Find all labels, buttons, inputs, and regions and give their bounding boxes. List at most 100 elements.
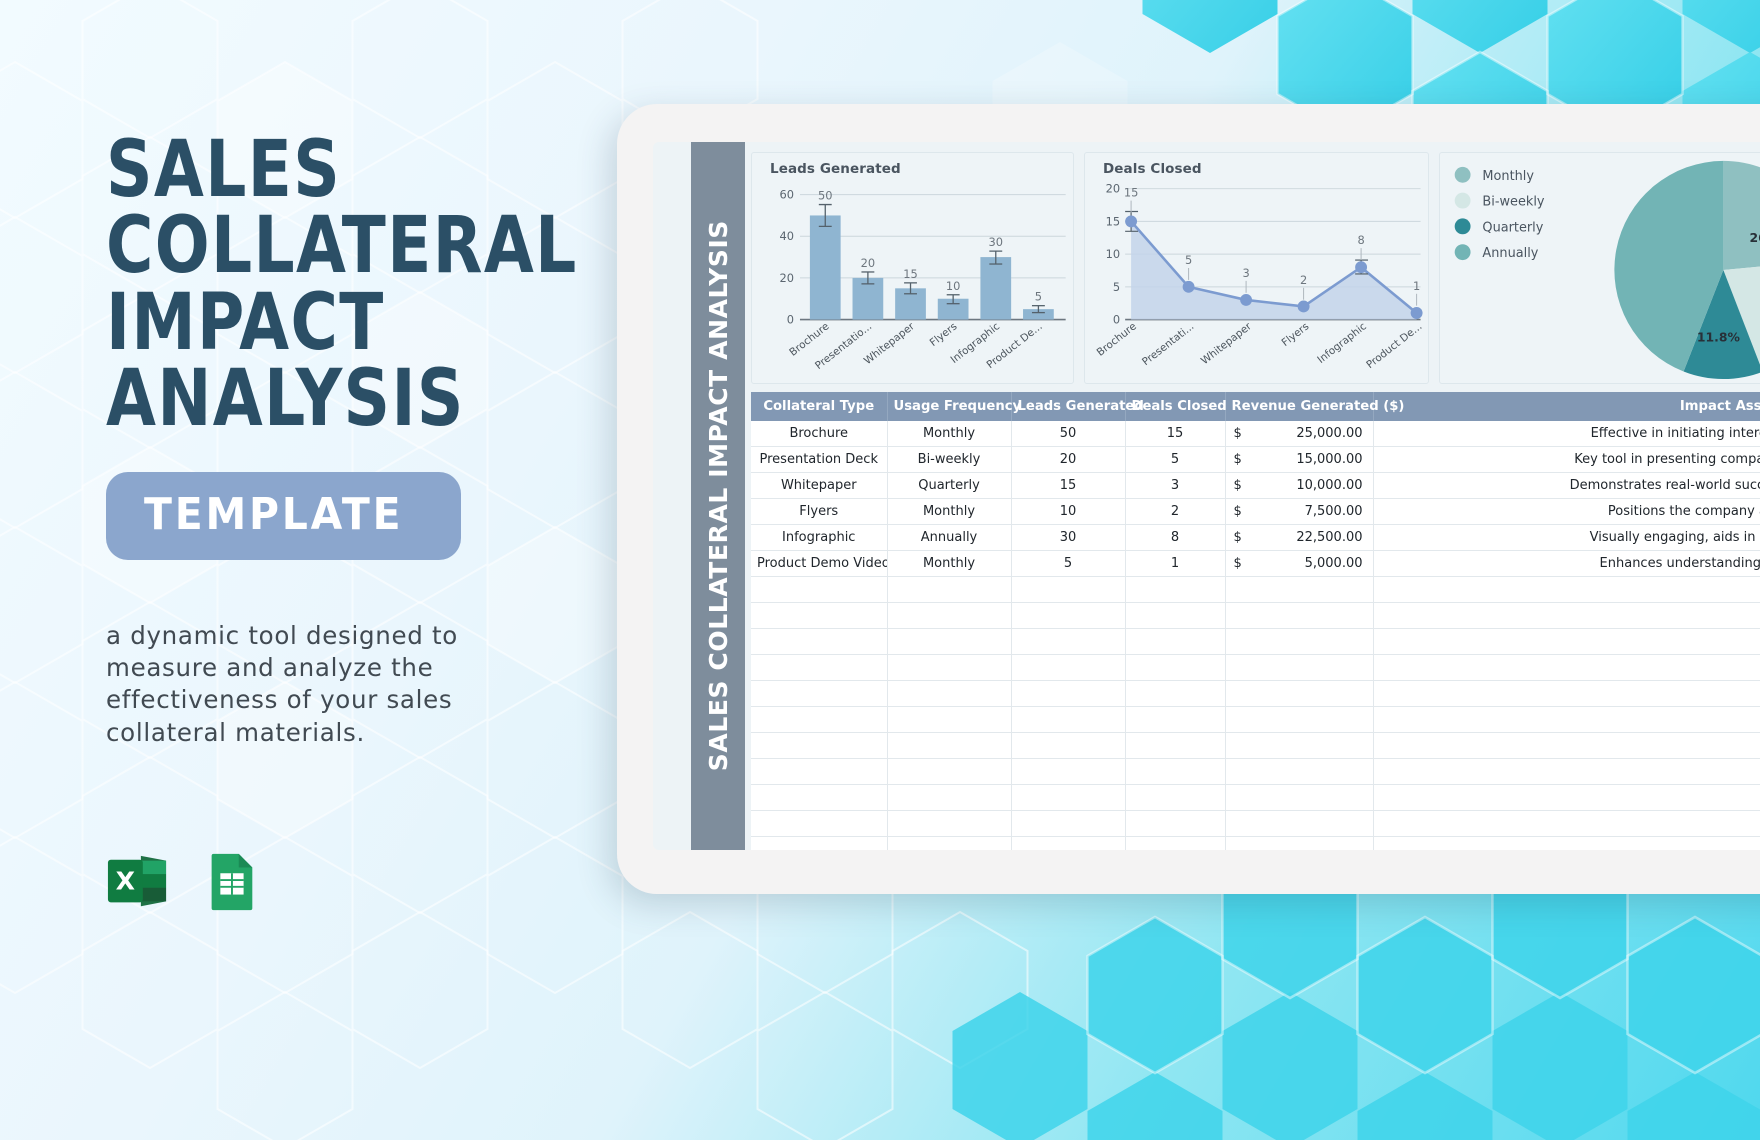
cell-empty[interactable] (1011, 758, 1126, 785)
cell-empty[interactable] (1373, 784, 1760, 811)
cell-empty[interactable] (751, 680, 888, 707)
cell-deals-closed[interactable]: 1 (1125, 550, 1226, 577)
cell-impact[interactable]: Positions the company as an indu (1373, 498, 1760, 525)
cell-collateral-type[interactable]: Whitepaper (751, 472, 888, 499)
cell-empty[interactable] (1373, 732, 1760, 759)
cell-empty[interactable] (1011, 810, 1126, 837)
table-row[interactable]: Brochure Monthly 50 15 $25,000.00 Effective i… (751, 421, 1760, 447)
cell-empty[interactable] (1225, 732, 1374, 759)
cell-empty[interactable] (1225, 836, 1374, 850)
table-row[interactable]: Product Demo Video Monthly 5 1 $5,000.00 Enha… (751, 550, 1760, 577)
cell-empty[interactable] (1011, 706, 1126, 733)
cell-empty[interactable] (1011, 654, 1126, 681)
cell-empty[interactable] (1225, 628, 1374, 655)
cell-empty[interactable] (1011, 784, 1126, 811)
cell-collateral-type[interactable]: Infographic (751, 524, 888, 551)
cell-usage-frequency[interactable]: Monthly (887, 498, 1012, 525)
cell-leads-generated[interactable]: 10 (1011, 498, 1126, 525)
cell-empty[interactable] (1373, 628, 1760, 655)
cell-empty[interactable] (1125, 836, 1226, 850)
cell-empty[interactable] (887, 810, 1012, 837)
cell-revenue[interactable]: $7,500.00 (1225, 498, 1374, 525)
collateral-impact-table[interactable]: Collateral Type Usage Frequency Leads Ge… (751, 392, 1760, 850)
cell-empty[interactable] (1125, 784, 1226, 811)
cell-leads-generated[interactable]: 30 (1011, 524, 1126, 551)
cell-empty[interactable] (1373, 576, 1760, 603)
cell-deals-closed[interactable]: 8 (1125, 524, 1226, 551)
cell-impact[interactable]: Effective in initiating interest and su (1373, 421, 1760, 447)
excel-icon[interactable]: X (106, 850, 168, 912)
cell-empty[interactable] (887, 758, 1012, 785)
cell-deals-closed[interactable]: 3 (1125, 472, 1226, 499)
chart-deals-closed[interactable]: Deals Closed 20 15 10 5 0 (1084, 152, 1429, 384)
cell-empty[interactable] (1125, 602, 1226, 629)
table-row-empty[interactable] (751, 576, 1760, 603)
cell-empty[interactable] (887, 680, 1012, 707)
cell-impact[interactable]: Demonstrates real-world success, impa (1373, 472, 1760, 499)
chart-usage-frequency-pie[interactable]: Monthly Bi-weekly Quarterly Annually (1439, 152, 1760, 384)
cell-collateral-type[interactable]: Product Demo Video (751, 550, 888, 577)
cell-impact[interactable]: Enhances understanding, particula (1373, 550, 1760, 577)
chart-leads-generated[interactable]: Leads Generated 60 40 20 0 (751, 152, 1074, 384)
cell-empty[interactable] (1373, 706, 1760, 733)
cell-usage-frequency[interactable]: Annually (887, 524, 1012, 551)
cell-empty[interactable] (751, 654, 888, 681)
table-row-empty[interactable] (751, 758, 1760, 785)
col-impact-assessment[interactable]: Impact Assessment (1373, 392, 1760, 421)
cell-empty[interactable] (1225, 576, 1374, 603)
cell-empty[interactable] (1225, 680, 1374, 707)
cell-empty[interactable] (887, 654, 1012, 681)
cell-collateral-type[interactable]: Brochure (751, 421, 888, 447)
table-row-empty[interactable] (751, 784, 1760, 811)
table-row-empty[interactable] (751, 628, 1760, 655)
table-row-empty[interactable] (751, 810, 1760, 837)
cell-empty[interactable] (1373, 654, 1760, 681)
cell-empty[interactable] (887, 732, 1012, 759)
cell-usage-frequency[interactable]: Monthly (887, 421, 1012, 447)
cell-collateral-type[interactable]: Presentation Deck (751, 446, 888, 473)
cell-empty[interactable] (1011, 732, 1126, 759)
cell-empty[interactable] (1225, 784, 1374, 811)
cell-empty[interactable] (887, 602, 1012, 629)
table-row[interactable]: Infographic Annually 30 8 $22,500.00 Visually… (751, 524, 1760, 551)
cell-empty[interactable] (1011, 680, 1126, 707)
cell-empty[interactable] (751, 576, 888, 603)
cell-revenue[interactable]: $22,500.00 (1225, 524, 1374, 551)
cell-deals-closed[interactable]: 2 (1125, 498, 1226, 525)
table-row-empty[interactable] (751, 706, 1760, 733)
cell-empty[interactable] (887, 836, 1012, 850)
cell-empty[interactable] (751, 836, 888, 850)
cell-revenue[interactable]: $5,000.00 (1225, 550, 1374, 577)
cell-empty[interactable] (751, 602, 888, 629)
cell-empty[interactable] (751, 784, 888, 811)
cell-empty[interactable] (887, 576, 1012, 603)
cell-empty[interactable] (751, 732, 888, 759)
cell-empty[interactable] (887, 706, 1012, 733)
cell-empty[interactable] (1125, 810, 1226, 837)
table-row-empty[interactable] (751, 732, 1760, 759)
cell-empty[interactable] (1225, 810, 1374, 837)
cell-leads-generated[interactable]: 20 (1011, 446, 1126, 473)
table-row[interactable]: Flyers Monthly 10 2 $7,500.00 Positions the c… (751, 498, 1760, 525)
cell-empty[interactable] (1011, 836, 1126, 850)
col-usage-frequency[interactable]: Usage Frequency (887, 392, 1021, 421)
cell-deals-closed[interactable]: 15 (1125, 421, 1226, 447)
table-row-empty[interactable] (751, 654, 1760, 681)
cell-impact[interactable]: Key tool in presenting company offerin (1373, 446, 1760, 473)
table-row-empty[interactable] (751, 680, 1760, 707)
col-deals-closed[interactable]: Deals Closed (1125, 392, 1227, 421)
cell-empty[interactable] (1125, 654, 1226, 681)
cell-empty[interactable] (1373, 836, 1760, 850)
table-row[interactable]: Whitepaper Quarterly 15 3 $10,000.00 Demonstr… (751, 472, 1760, 499)
cell-empty[interactable] (751, 758, 888, 785)
table-row[interactable]: Presentation Deck Bi-weekly 20 5 $15,000.00 K… (751, 446, 1760, 473)
cell-empty[interactable] (1225, 706, 1374, 733)
cell-empty[interactable] (751, 628, 888, 655)
cell-usage-frequency[interactable]: Monthly (887, 550, 1012, 577)
cell-empty[interactable] (1373, 810, 1760, 837)
cell-revenue[interactable]: $10,000.00 (1225, 472, 1374, 499)
table-row-empty[interactable] (751, 602, 1760, 629)
cell-revenue[interactable]: $25,000.00 (1225, 421, 1374, 447)
cell-empty[interactable] (751, 706, 888, 733)
cell-empty[interactable] (1225, 654, 1374, 681)
